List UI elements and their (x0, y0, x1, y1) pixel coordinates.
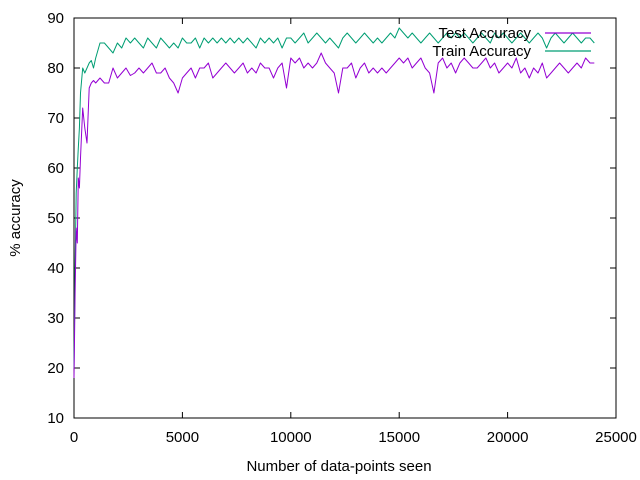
x-tick-label: 0 (70, 429, 78, 446)
x-tick-label: 10000 (270, 429, 312, 446)
legend-label-test-accuracy: Test Accuracy (438, 25, 531, 42)
x-tick-label: 20000 (487, 429, 529, 446)
series-layer (73, 27, 595, 379)
legend-label-train-accuracy: Train Accuracy (432, 43, 531, 60)
x-tick-label: 5000 (166, 429, 199, 446)
y-tick-label: 10 (47, 410, 64, 427)
y-tick-label: 50 (47, 210, 64, 227)
x-tick-label: 25000 (595, 429, 637, 446)
x-axis-ticks: 0 5000 10000 15000 20000 25000 (70, 18, 637, 446)
series-line-test-accuracy (73, 52, 595, 379)
y-axis-title: % accuracy (7, 179, 24, 257)
x-axis-title: Number of data-points seen (246, 458, 431, 475)
y-tick-label: 90 (47, 10, 64, 27)
x-tick-label: 15000 (378, 429, 420, 446)
legend: Test Accuracy Train Accuracy (432, 25, 591, 60)
y-tick-label: 60 (47, 160, 64, 177)
y-tick-label: 40 (47, 260, 64, 277)
series-line-train-accuracy (73, 27, 595, 369)
y-tick-label: 70 (47, 110, 64, 127)
y-tick-label: 20 (47, 360, 64, 377)
plot-area-frame (73, 17, 617, 419)
y-tick-label: 30 (47, 310, 64, 327)
y-axis-ticks: 10 20 30 40 50 60 70 80 90 (47, 10, 616, 427)
y-tick-label: 80 (47, 60, 64, 77)
